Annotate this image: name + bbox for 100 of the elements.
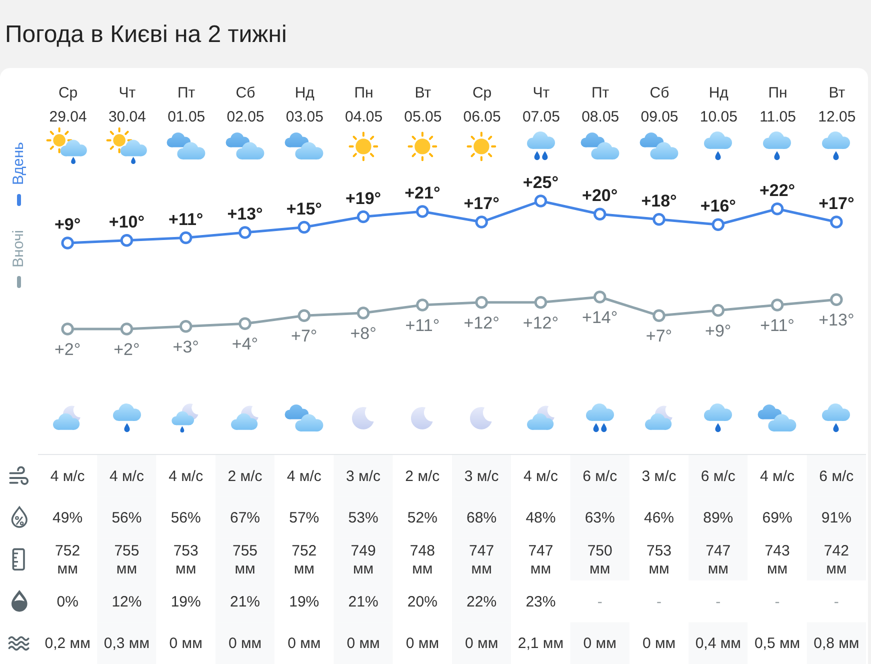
x-tick-label: Нд 03.05 [286, 84, 324, 126]
data-label: +11° [168, 210, 204, 229]
data-label: +12° [464, 313, 500, 332]
data-label: 12% [112, 593, 142, 610]
data-label: +2° [54, 340, 81, 359]
data-label: 0,4 мм [695, 635, 741, 652]
data-label: +20° [582, 186, 618, 206]
point [238, 317, 252, 330]
text: - [774, 593, 780, 610]
data-label: 0 мм [406, 635, 439, 652]
data-label: 0 мм [346, 635, 380, 652]
data-label: 57% [289, 510, 320, 527]
data-label: +12° [522, 313, 559, 332]
point [830, 216, 843, 228]
text: - [834, 593, 839, 610]
data-label: +18° [641, 191, 678, 210]
x-tick-label: Чт 30.04 [108, 84, 146, 126]
data-label: +21° [404, 184, 440, 202]
data-label: +7° [291, 326, 318, 346]
data-label: 3 м/с [464, 468, 500, 485]
data-label: 2 м/с [405, 468, 440, 485]
data-label: 0 мм [465, 635, 498, 652]
data-label: +8° [350, 324, 376, 343]
point [61, 322, 74, 336]
data-label: 4 м/с [168, 468, 204, 485]
data-label: 753 мм [646, 542, 672, 578]
point [298, 220, 311, 234]
x-tick-label: Пт 08.05 [582, 84, 620, 126]
data-label: 0,3 мм [104, 635, 150, 652]
point [416, 205, 429, 218]
data-label: 6 м/с [582, 468, 618, 485]
data-label: 67% [230, 510, 260, 527]
point [475, 216, 488, 228]
x-tick-label: Вт 12.05 [818, 84, 856, 126]
point [652, 213, 666, 226]
data-label: 0 мм [288, 635, 321, 652]
data-label: 49% [52, 510, 83, 527]
data-label: 0 мм [228, 635, 262, 652]
data-label: 2,1 мм [518, 635, 564, 652]
data-label: 0,2 мм [44, 635, 90, 652]
data-label: 755 мм [232, 542, 258, 578]
data-label: 4 м/с [109, 468, 144, 485]
x-tick-label: Ср 06.05 [463, 84, 501, 126]
data-label: 4 м/с [50, 468, 86, 485]
point [770, 298, 784, 312]
point [416, 298, 429, 312]
data-label: +10° [108, 212, 145, 232]
data-label: 4 м/с [286, 468, 322, 485]
data-label: 3 м/с [642, 468, 677, 485]
data-label: 21% [230, 593, 260, 610]
data-label: 56% [170, 510, 201, 527]
data-label: +15° [286, 199, 322, 218]
data-label: 3 м/с [346, 468, 382, 485]
data-label: 6 м/с [700, 468, 736, 485]
point [179, 231, 192, 244]
data-label: 752 мм [292, 542, 317, 578]
data-label: 20% [407, 593, 438, 610]
point [534, 194, 548, 208]
data-label: 2 м/с [228, 468, 263, 485]
data-label: 747 мм [469, 542, 494, 578]
x-tick-label: Пт 01.05 [168, 84, 206, 126]
point [712, 218, 725, 231]
data-label: 750 мм [587, 542, 612, 578]
point [593, 208, 606, 220]
data-label: +11° [405, 316, 440, 335]
point [534, 296, 548, 309]
x-tick-label: Вт 05.05 [404, 84, 442, 126]
data-label: 56% [112, 510, 142, 527]
data-label: +22° [759, 180, 796, 200]
data-label: 0 мм [169, 635, 202, 652]
data-label: 755 мм [114, 542, 140, 578]
data-label: 53% [348, 510, 378, 527]
point [593, 290, 606, 304]
point [238, 226, 252, 239]
data-label: 19% [289, 593, 320, 610]
data-label: 0,8 мм [814, 635, 860, 652]
data-label: 21% [348, 593, 378, 610]
data-label: +25° [522, 173, 559, 192]
data-label: 6 м/с [819, 468, 854, 485]
data-label: 48% [526, 510, 556, 527]
chart-title: Погода в Києві на 2 тижні [5, 21, 287, 48]
data-label: 4 м/с [760, 468, 796, 485]
text: - [597, 593, 602, 610]
data-label: +13° [818, 310, 854, 330]
point [120, 234, 134, 247]
data-label: +2° [114, 340, 140, 359]
data-label: 0 мм [642, 635, 676, 652]
point [298, 309, 311, 322]
data-label: 749 мм [350, 542, 376, 578]
text: Вночі [10, 230, 27, 268]
data-label: 69% [762, 510, 792, 527]
data-label: 52% [407, 510, 438, 527]
data-label: +16° [700, 196, 736, 216]
data-label: 0,5 мм [754, 635, 800, 652]
data-label: 22% [466, 593, 497, 610]
x-tick-label: Нд 10.05 [700, 84, 738, 126]
data-label: +9° [54, 215, 81, 234]
data-label: 19% [170, 593, 201, 610]
data-label: 0% [56, 593, 78, 610]
data-label: 747 мм [706, 542, 731, 578]
